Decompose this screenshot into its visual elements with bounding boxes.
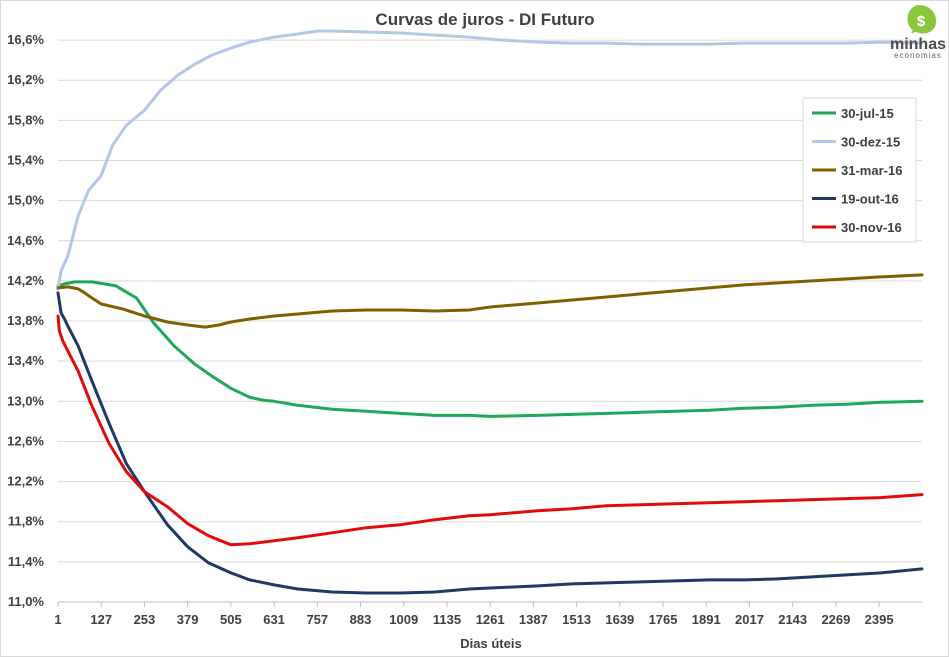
chart-title: Curvas de juros - DI Futuro xyxy=(375,10,594,29)
series-line-19-out-16 xyxy=(56,291,924,595)
x-axis-ticks: 1 127 253 379 505 631 757 883 1009 1135 1261 1387 15… xyxy=(54,612,893,627)
x-axis xyxy=(57,601,922,607)
x-tick-label: 1513 xyxy=(562,612,591,627)
legend: 30-jul-15 30-dez-15 31-mar-16 19-out-16 30-n… xyxy=(802,97,917,243)
x-tick-label: 1891 xyxy=(692,612,721,627)
series-lines xyxy=(56,29,924,595)
y-tick-label: 12,2% xyxy=(7,474,44,489)
y-tick-label: 15,8% xyxy=(7,112,44,127)
y-tick-label: 13,8% xyxy=(7,313,44,328)
brand-logo: $ minhas economias xyxy=(890,5,946,60)
x-tick-label: 1 xyxy=(54,612,61,627)
y-tick-label: 15,4% xyxy=(7,152,44,167)
y-tick-label: 11,4% xyxy=(8,554,45,569)
x-tick-label: 631 xyxy=(263,612,285,627)
series-line-30-dez-15 xyxy=(56,29,924,291)
y-axis-ticks: 11,0% 11,4% 11,8% 12,2% 12,6% 13,0% 13,4% 13,8%… xyxy=(7,32,44,609)
legend-label: 30-jul-15 xyxy=(841,106,894,121)
y-tick-label: 14,6% xyxy=(7,233,44,248)
legend-label: 31-mar-16 xyxy=(841,163,902,178)
y-tick-label: 16,2% xyxy=(7,72,44,87)
x-tick-label: 2269 xyxy=(821,612,850,627)
y-tick-label: 11,0% xyxy=(8,594,45,609)
x-tick-label: 883 xyxy=(350,612,372,627)
y-tick-label: 14,2% xyxy=(7,273,44,288)
x-tick-label: 127 xyxy=(90,612,112,627)
series-line-31-mar-16 xyxy=(56,273,924,329)
brand-name: minhas xyxy=(890,36,946,53)
y-tick-label: 16,6% xyxy=(7,32,44,47)
x-tick-label: 1387 xyxy=(519,612,548,627)
x-tick-label: 757 xyxy=(306,612,328,627)
x-tick-label: 1639 xyxy=(605,612,634,627)
x-tick-label: 1261 xyxy=(476,612,505,627)
y-tick-label: 12,6% xyxy=(7,433,44,448)
y-tick-label: 13,4% xyxy=(7,353,44,368)
svg-text:$: $ xyxy=(917,13,926,30)
dollar-leaf-icon: $ xyxy=(907,5,937,34)
x-tick-label: 1765 xyxy=(649,612,678,627)
x-tick-label: 2143 xyxy=(778,612,807,627)
x-tick-label: 253 xyxy=(134,612,156,627)
x-tick-label: 505 xyxy=(220,612,242,627)
x-tick-label: 1135 xyxy=(433,612,461,627)
gridlines xyxy=(58,39,922,563)
x-axis-title: Dias úteis xyxy=(460,636,521,651)
x-tick-label: 2017 xyxy=(735,612,764,627)
series-line-30-nov-16 xyxy=(56,314,924,547)
legend-label: 30-nov-16 xyxy=(841,220,902,235)
x-tick-label: 379 xyxy=(177,612,199,627)
y-tick-label: 15,0% xyxy=(7,193,44,208)
y-tick-label: 11,8% xyxy=(8,514,45,529)
y-tick-label: 13,0% xyxy=(7,393,44,408)
x-tick-label: 1009 xyxy=(389,612,418,627)
legend-label: 19-out-16 xyxy=(841,192,899,207)
legend-label: 30-dez-15 xyxy=(841,135,900,150)
x-tick-label: 2395 xyxy=(865,612,894,627)
brand-sub: economias xyxy=(894,51,942,60)
series-line-30-jul-15 xyxy=(56,280,924,418)
